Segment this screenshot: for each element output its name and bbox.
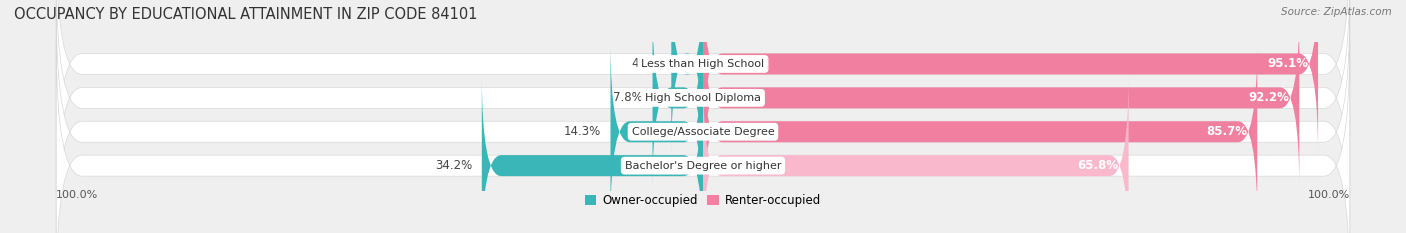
Text: Bachelor's Degree or higher: Bachelor's Degree or higher (624, 161, 782, 171)
Text: 34.2%: 34.2% (434, 159, 472, 172)
Text: 95.1%: 95.1% (1267, 58, 1309, 70)
FancyBboxPatch shape (703, 7, 1299, 189)
FancyBboxPatch shape (703, 75, 1129, 233)
FancyBboxPatch shape (56, 0, 1350, 223)
Text: High School Diploma: High School Diploma (645, 93, 761, 103)
Text: Less than High School: Less than High School (641, 59, 765, 69)
Text: 14.3%: 14.3% (564, 125, 600, 138)
Text: 65.8%: 65.8% (1078, 159, 1119, 172)
FancyBboxPatch shape (703, 0, 1317, 155)
FancyBboxPatch shape (56, 0, 1350, 189)
Text: 85.7%: 85.7% (1206, 125, 1247, 138)
Text: Source: ZipAtlas.com: Source: ZipAtlas.com (1281, 7, 1392, 17)
FancyBboxPatch shape (482, 75, 703, 233)
Text: College/Associate Degree: College/Associate Degree (631, 127, 775, 137)
FancyBboxPatch shape (610, 41, 703, 223)
Text: 4.9%: 4.9% (631, 58, 662, 70)
FancyBboxPatch shape (671, 0, 703, 155)
Text: OCCUPANCY BY EDUCATIONAL ATTAINMENT IN ZIP CODE 84101: OCCUPANCY BY EDUCATIONAL ATTAINMENT IN Z… (14, 7, 478, 22)
Text: 7.8%: 7.8% (613, 91, 643, 104)
Legend: Owner-occupied, Renter-occupied: Owner-occupied, Renter-occupied (579, 190, 827, 212)
Text: 100.0%: 100.0% (1308, 190, 1350, 200)
Text: 100.0%: 100.0% (56, 190, 98, 200)
FancyBboxPatch shape (56, 41, 1350, 233)
Text: 92.2%: 92.2% (1249, 91, 1289, 104)
FancyBboxPatch shape (703, 41, 1257, 223)
FancyBboxPatch shape (56, 7, 1350, 233)
FancyBboxPatch shape (652, 7, 703, 189)
